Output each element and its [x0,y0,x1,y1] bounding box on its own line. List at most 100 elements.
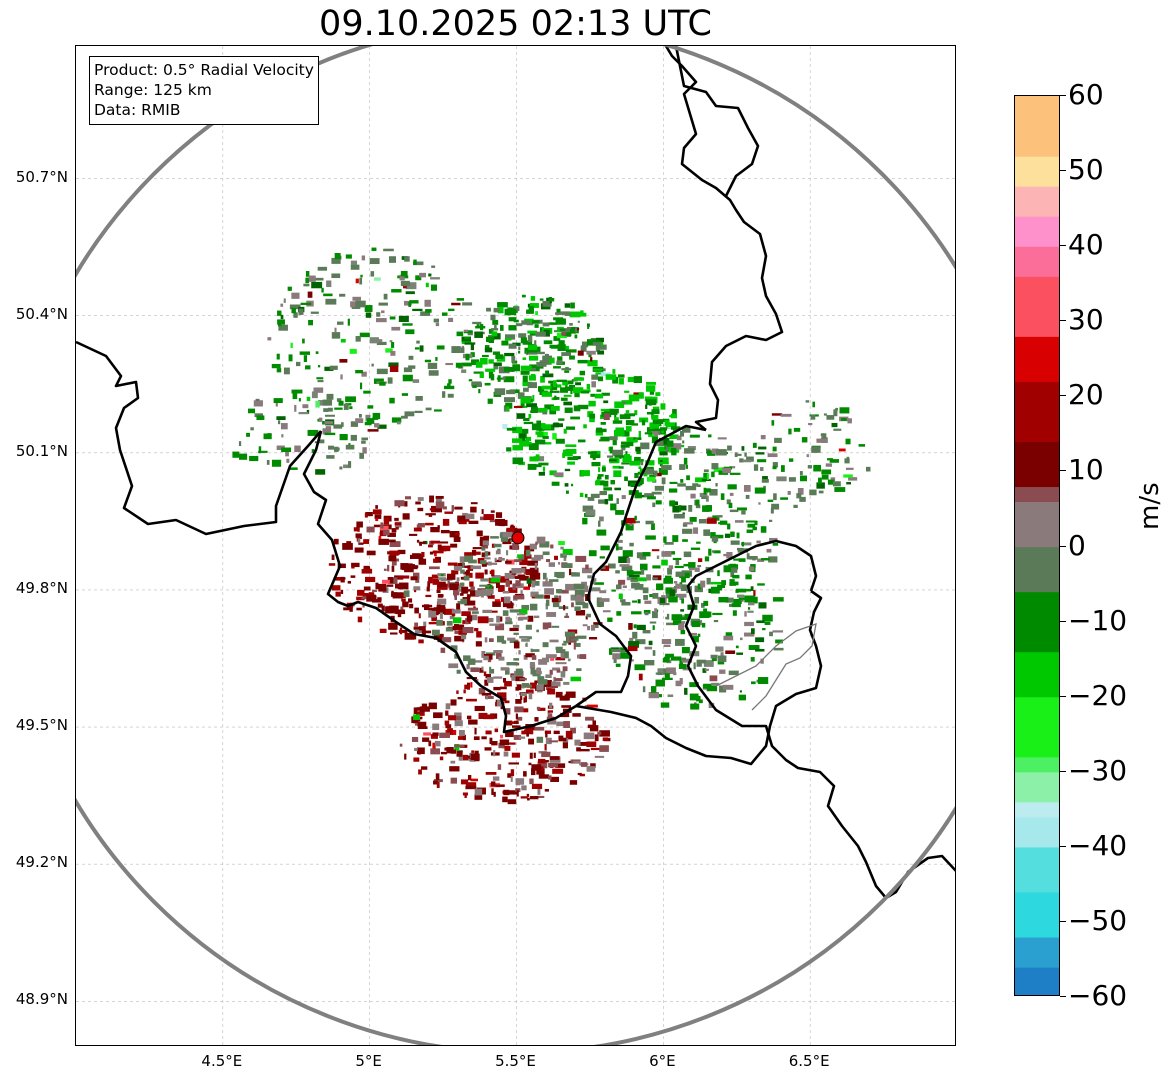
velocity-echo [757,677,769,684]
velocity-echo [562,553,567,557]
velocity-echo [549,639,559,643]
velocity-echo [331,273,341,279]
colorbar-segment [1015,531,1059,548]
velocity-echo [464,555,474,560]
velocity-echo [387,532,396,537]
velocity-echo [418,626,426,631]
velocity-echo [493,750,496,757]
velocity-echo [541,751,551,758]
radar-map[interactable] [75,45,956,1046]
velocity-echo [502,424,508,430]
velocity-echo [580,389,591,393]
velocity-echo [764,621,771,625]
velocity-echo [729,472,741,475]
velocity-echo [493,362,502,367]
velocity-echo [500,536,509,542]
velocity-echo [846,456,850,460]
velocity-echo [661,551,672,557]
velocity-echo [484,551,489,557]
velocity-echo [367,405,374,409]
velocity-echo [421,703,428,708]
velocity-echo [395,609,406,615]
velocity-echo [449,583,460,591]
velocity-echo [594,734,599,742]
velocity-echo [470,667,480,673]
velocity-echo [755,637,765,643]
velocity-echo [336,398,342,402]
velocity-echo [499,686,507,690]
velocity-echo [858,444,866,447]
colorbar-segment [1015,411,1059,427]
velocity-echo [726,552,733,559]
velocity-echo [633,376,643,384]
velocity-echo [474,793,483,800]
velocity-echo [491,328,499,331]
velocity-echo [371,247,377,251]
velocity-echo [590,587,601,592]
velocity-echo [612,465,620,469]
velocity-echo [519,609,528,615]
velocity-echo [741,510,746,515]
velocity-echo [521,638,530,642]
velocity-echo [545,737,552,745]
velocity-echo [555,318,566,325]
velocity-echo [750,657,755,662]
velocity-echo [555,438,565,444]
velocity-echo [448,379,452,384]
velocity-echo [435,495,444,499]
velocity-echo [571,638,579,641]
velocity-echo [395,583,400,589]
velocity-echo [431,616,438,622]
velocity-echo [728,670,739,676]
velocity-echo [718,522,724,525]
velocity-echo [549,669,553,675]
velocity-echo [500,734,504,739]
velocity-echo [479,536,489,542]
velocity-echo [311,281,323,289]
velocity-echo [430,505,442,513]
radar-site-marker[interactable] [511,531,525,545]
velocity-echo [505,550,509,556]
velocity-echo [520,590,523,595]
velocity-echo [351,566,355,569]
velocity-echo [653,472,662,477]
velocity-echo [331,257,341,264]
velocity-echo [729,492,734,496]
velocity-echo [596,389,602,392]
velocity-echo [542,424,551,430]
velocity-echo [506,602,514,609]
velocity-echo [622,401,626,405]
velocity-echo [529,364,540,372]
velocity-echo [372,509,382,515]
velocity-echo [670,426,681,430]
velocity-echo [443,608,455,615]
velocity-echo [566,636,570,643]
velocity-echo [703,660,714,667]
velocity-echo [848,477,858,481]
velocity-echo [504,334,516,340]
velocity-echo [740,637,743,641]
velocity-echo [404,256,410,262]
velocity-echo [506,527,518,533]
velocity-echo [689,693,699,701]
velocity-echo [711,448,719,454]
velocity-echo [799,475,808,482]
velocity-echo [334,446,339,452]
velocity-echo [729,509,739,513]
velocity-echo [439,612,443,619]
velocity-echo [651,436,659,444]
velocity-echo [490,610,498,613]
velocity-echo [523,421,534,425]
velocity-echo [637,577,647,582]
velocity-echo [484,569,488,575]
velocity-echo [527,335,533,343]
velocity-echo [402,323,413,326]
velocity-echo [622,585,627,589]
velocity-echo [587,704,598,708]
velocity-echo [580,470,590,477]
velocity-echo [710,586,720,594]
velocity-echo [435,496,442,504]
velocity-echo [746,456,754,462]
velocity-echo [603,400,609,404]
velocity-echo [683,457,688,465]
